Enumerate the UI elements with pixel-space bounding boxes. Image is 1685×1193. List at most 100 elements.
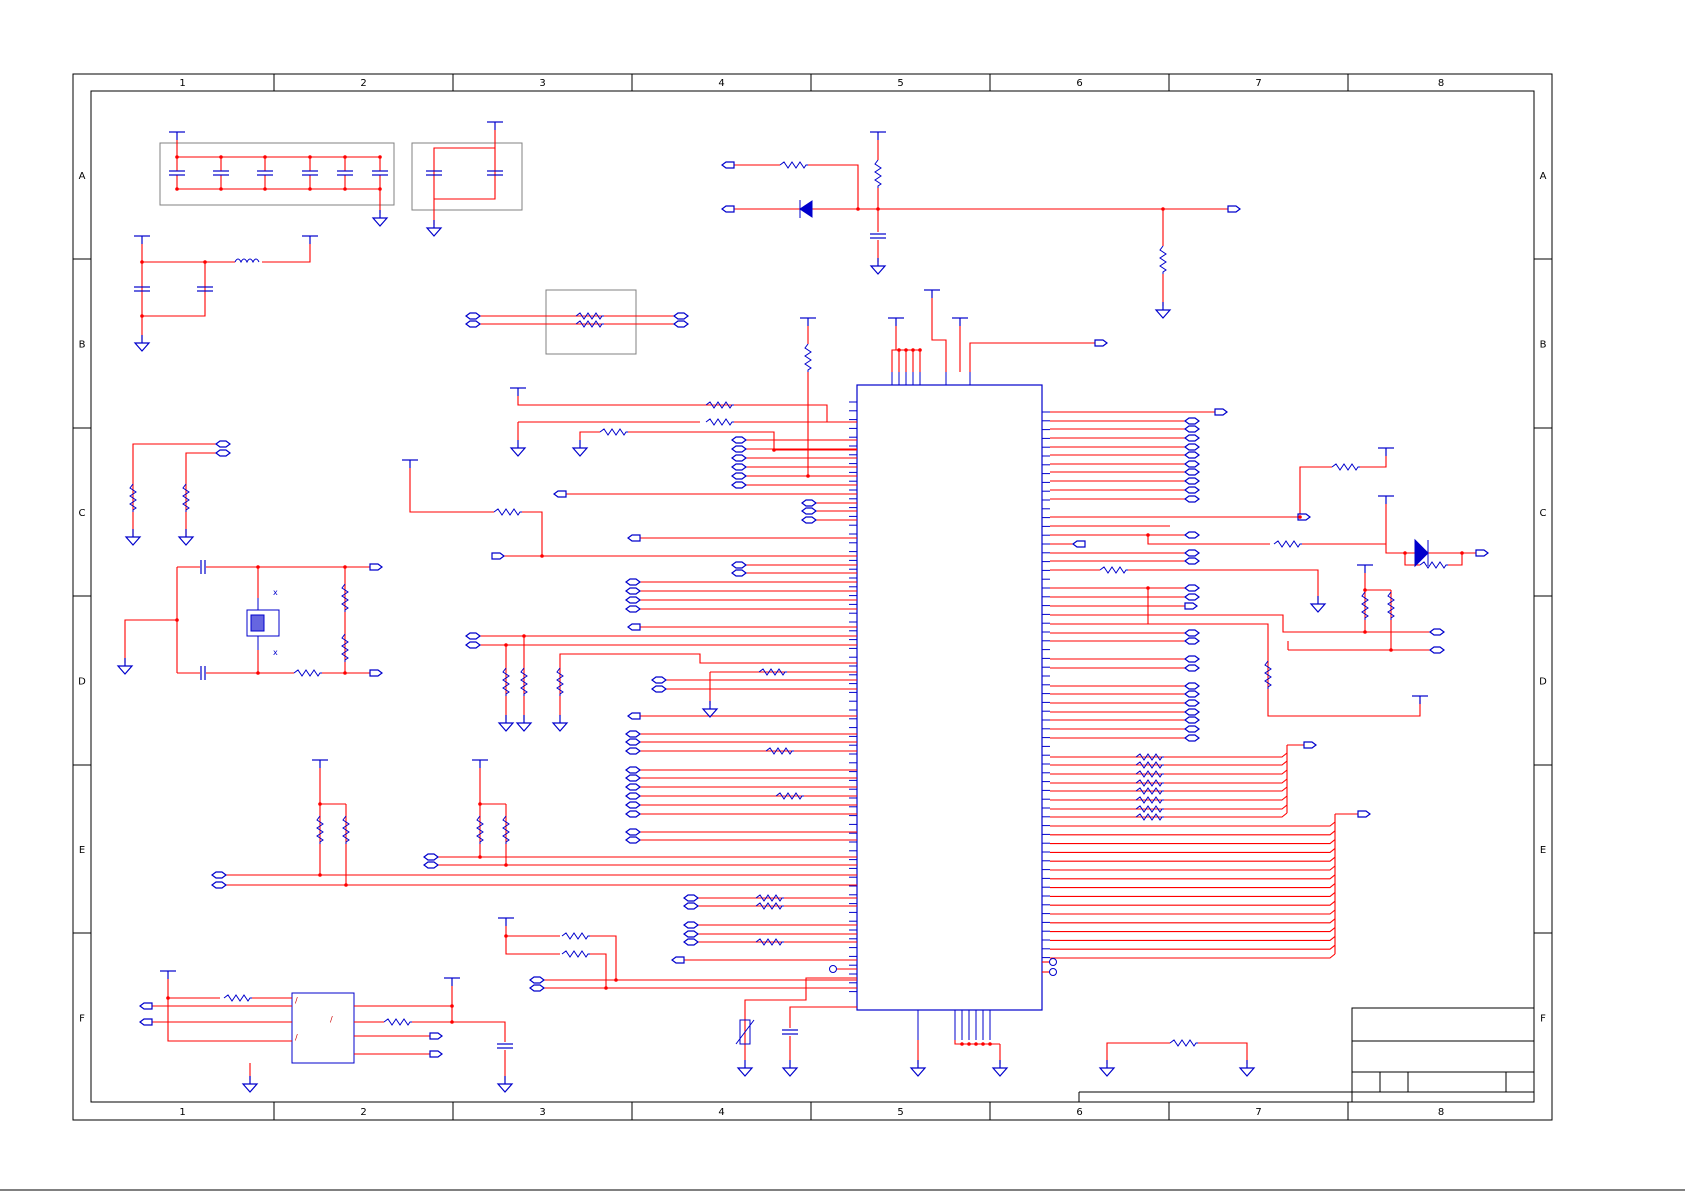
port-connector bbox=[1184, 708, 1200, 716]
test-point bbox=[1049, 968, 1057, 976]
resistor bbox=[341, 633, 349, 662]
capacitor bbox=[302, 170, 318, 176]
wire bbox=[1050, 786, 1288, 792]
resistor bbox=[874, 159, 882, 188]
row-label-right: B bbox=[1540, 340, 1547, 351]
resistor bbox=[342, 815, 350, 844]
junction-dot bbox=[343, 155, 347, 159]
resistor bbox=[341, 583, 349, 612]
port-connector bbox=[801, 499, 817, 507]
port-connector bbox=[215, 449, 231, 457]
ground-symbols bbox=[116, 210, 1327, 1093]
wire bbox=[1050, 918, 1336, 924]
port-connector bbox=[1429, 646, 1445, 654]
diode bbox=[1414, 538, 1429, 568]
resistor bbox=[556, 667, 564, 696]
resistor bbox=[599, 428, 628, 436]
port-connector bbox=[529, 976, 545, 984]
capacitor bbox=[497, 1043, 513, 1049]
resistor bbox=[775, 792, 804, 800]
port-connector bbox=[465, 312, 481, 320]
wire bbox=[896, 349, 907, 372]
ground-symbol bbox=[869, 258, 887, 275]
port-connector bbox=[1184, 716, 1200, 724]
wire bbox=[808, 164, 859, 209]
junction-dot bbox=[1389, 648, 1393, 652]
row-label-left: D bbox=[78, 677, 86, 688]
wire bbox=[1299, 466, 1332, 517]
power-symbol bbox=[444, 977, 460, 986]
resistor bbox=[1135, 796, 1164, 804]
row-label-left: A bbox=[79, 171, 86, 182]
svg-text:/: / bbox=[295, 1033, 298, 1042]
port-connector bbox=[1184, 549, 1200, 557]
port-connector bbox=[625, 730, 641, 738]
power-symbol bbox=[498, 917, 514, 926]
port-connector bbox=[1184, 584, 1200, 592]
wire bbox=[1385, 504, 1415, 554]
port-connector bbox=[1184, 417, 1200, 425]
junction-dot bbox=[308, 187, 312, 191]
resistor bbox=[779, 161, 808, 169]
port-connector bbox=[1184, 734, 1200, 742]
misc-symbols bbox=[735, 200, 1429, 1045]
junction-dot bbox=[504, 643, 508, 647]
junction-dot bbox=[263, 155, 267, 159]
junction-dot bbox=[504, 934, 508, 938]
junction-dot bbox=[876, 207, 880, 211]
ground-symbol bbox=[571, 440, 589, 457]
junction-dot bbox=[614, 978, 618, 982]
resistor bbox=[561, 950, 590, 958]
port-connector bbox=[627, 623, 641, 631]
resistor bbox=[705, 401, 734, 409]
diode bbox=[799, 200, 813, 218]
capacitor bbox=[134, 286, 150, 292]
power-symbol bbox=[888, 317, 904, 326]
resistor bbox=[804, 343, 812, 372]
port-connector bbox=[673, 320, 689, 328]
port-connector bbox=[1072, 540, 1086, 548]
junction-dot bbox=[918, 348, 922, 352]
port-connector bbox=[429, 1050, 443, 1058]
junction-dot bbox=[1146, 586, 1150, 590]
wire bbox=[1050, 909, 1336, 915]
wire bbox=[1050, 865, 1336, 871]
wire bbox=[262, 244, 311, 263]
port-connector bbox=[491, 552, 505, 560]
ground-symbol bbox=[1238, 1060, 1256, 1077]
junction-dot bbox=[1161, 207, 1165, 211]
wire bbox=[1147, 535, 1270, 545]
resistor bbox=[1135, 787, 1164, 795]
port-connector bbox=[1184, 443, 1200, 451]
port-connector bbox=[801, 516, 817, 524]
junction-dot bbox=[450, 1004, 454, 1008]
ground-symbol bbox=[116, 658, 134, 675]
wire bbox=[1050, 804, 1288, 810]
column-label-bottom: 4 bbox=[718, 1107, 724, 1118]
column-label-top: 8 bbox=[1438, 78, 1444, 89]
port-connector bbox=[625, 766, 641, 774]
resistor bbox=[1135, 805, 1164, 813]
wire bbox=[1050, 769, 1288, 775]
port-connector bbox=[625, 801, 641, 809]
junction-dot bbox=[175, 187, 179, 191]
row-label-left: B bbox=[79, 340, 86, 351]
junction-dot bbox=[974, 1042, 978, 1046]
port-connector bbox=[731, 463, 747, 471]
column-label-top: 1 bbox=[179, 78, 185, 89]
wire bbox=[1050, 944, 1336, 950]
column-label-bottom: 3 bbox=[539, 1107, 545, 1118]
port-connector bbox=[423, 853, 439, 861]
junction-dot bbox=[256, 565, 260, 569]
junction-dot bbox=[318, 802, 322, 806]
wires bbox=[124, 130, 1476, 1080]
junction-dot bbox=[504, 863, 508, 867]
ground-symbol bbox=[736, 1060, 754, 1077]
ground-symbol bbox=[509, 440, 527, 457]
thermistor-slash bbox=[735, 1019, 755, 1045]
wire bbox=[1050, 752, 1288, 758]
resistor bbox=[520, 667, 528, 696]
port-connector bbox=[625, 792, 641, 800]
junction-dot bbox=[343, 671, 347, 675]
port-connector bbox=[1184, 434, 1200, 442]
